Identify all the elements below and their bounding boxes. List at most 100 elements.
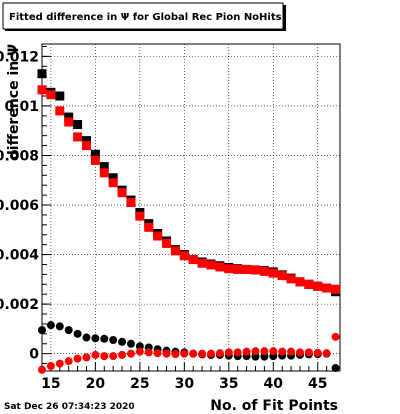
data-point-circle (251, 347, 260, 356)
data-point-square (135, 211, 145, 221)
data-point-square (250, 265, 260, 275)
data-point-circle (126, 339, 135, 348)
y-tick-label: 0.002 (0, 297, 39, 313)
data-point-circle (322, 349, 331, 358)
data-point-square (126, 198, 136, 208)
data-point-square (188, 255, 198, 265)
data-point-circle (55, 322, 64, 331)
data-point-square (268, 268, 278, 278)
data-point-circle (287, 347, 296, 356)
data-point-square (64, 117, 74, 127)
data-point-square (81, 141, 91, 151)
data-point-circle (46, 321, 55, 330)
data-point-circle (162, 349, 171, 358)
data-point-circle (73, 329, 82, 338)
data-point-square (206, 260, 216, 270)
data-point-circle (91, 334, 100, 343)
data-point-square (144, 222, 154, 232)
data-point-square (108, 173, 118, 183)
data-point-square (286, 274, 296, 284)
data-point-circle (91, 350, 100, 359)
data-point-square (277, 271, 287, 281)
data-point-square (37, 69, 47, 79)
data-point-circle (224, 348, 233, 357)
x-tick-label: 45 (308, 376, 327, 392)
chart-title: Fitted difference in Ψ for Global Rec Pi… (9, 12, 282, 23)
data-point-circle (189, 349, 198, 358)
title-box: Fitted difference in Ψ for Global Rec Pi… (2, 2, 286, 31)
data-point-circle (171, 350, 180, 359)
data-point-circle (331, 332, 340, 341)
x-tick-label: 35 (219, 376, 238, 392)
data-point-square (153, 231, 163, 241)
data-point-circle (73, 354, 82, 363)
grid (42, 44, 340, 371)
data-point-square (197, 258, 207, 268)
data-point-circle (180, 349, 189, 358)
data-point-square (81, 136, 91, 146)
data-point-square (322, 283, 332, 293)
data-point-square (259, 266, 269, 276)
data-point-circle (55, 359, 64, 368)
data-point-circle (233, 348, 242, 357)
data-point-circle (331, 364, 340, 373)
data-point-square (117, 188, 127, 198)
data-point-circle (313, 348, 322, 357)
data-point-square (233, 264, 243, 274)
series-2 (37, 85, 341, 294)
series-4 (38, 332, 340, 374)
data-point-square (55, 106, 65, 116)
data-point-circle (304, 348, 313, 357)
data-point-square (108, 178, 118, 188)
data-point-square (179, 251, 189, 261)
data-point-square (295, 277, 305, 287)
x-tick-label: 25 (130, 376, 149, 392)
tick-labels: 15 20 25 30 35 40 45 0 0.002 0.004 0.006 0.008 0.01 0… (0, 49, 328, 392)
y-axis-title: difference in Ψ (6, 44, 22, 160)
data-point-square (215, 262, 225, 272)
x-axis-title: No. of Fit Points (210, 398, 338, 414)
data-point-circle (64, 326, 73, 335)
data-point-circle (207, 349, 216, 358)
data-point-circle (278, 347, 287, 356)
data-point-circle (135, 347, 144, 356)
data-point-circle (295, 348, 304, 357)
y-tick-label: 0.006 (0, 198, 39, 214)
data-point-square (99, 168, 109, 178)
data-point-circle (242, 347, 251, 356)
data-point-square (73, 120, 83, 130)
footer-date: Sat Dec 26 07:34:23 2020 (4, 402, 135, 412)
data-point-circle (82, 353, 91, 362)
x-tick-label: 20 (86, 376, 106, 392)
data-point-square (73, 132, 83, 142)
plot-frame (41, 43, 341, 372)
data-point-square (46, 90, 56, 100)
data-point-circle (118, 350, 127, 359)
data-point-circle (100, 334, 109, 343)
data-point-circle (46, 362, 55, 371)
data-point-circle (109, 352, 118, 361)
data-point-square (331, 284, 341, 294)
data-point-square (64, 112, 74, 122)
y-tick-label: 0.008 (0, 148, 39, 164)
data-point-circle (153, 349, 162, 358)
y-tick-label: 0.012 (0, 49, 39, 65)
data-point-circle (38, 365, 46, 374)
axis-ticks (41, 45, 337, 371)
data-markers (37, 69, 341, 374)
data-point-square (304, 279, 314, 289)
data-point-circle (38, 326, 46, 335)
data-point-square (99, 162, 109, 172)
data-point-circle (100, 352, 109, 361)
data-point-circle (118, 337, 127, 346)
data-point-circle (215, 349, 224, 358)
data-point-square (313, 281, 323, 291)
y-tick-label: 0.01 (4, 99, 39, 115)
x-tick-label: 15 (41, 376, 60, 392)
y-tick-label: 0 (29, 347, 39, 363)
data-point-square (55, 91, 65, 101)
data-point-square (170, 246, 180, 256)
data-point-circle (126, 349, 135, 358)
data-point-square (224, 264, 234, 274)
